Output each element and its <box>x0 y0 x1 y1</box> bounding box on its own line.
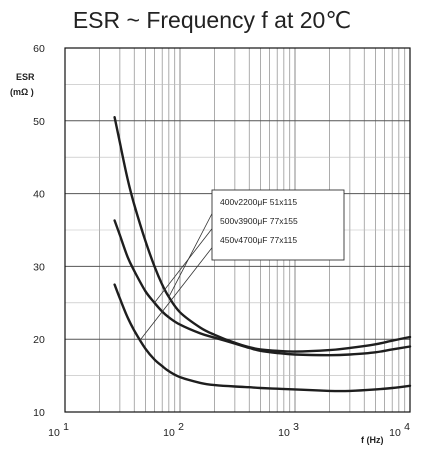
x-tick-label-1: 10 1 <box>48 421 69 439</box>
x-tick-base: 10 <box>389 427 401 439</box>
series-line-2 <box>113 219 412 357</box>
plot-frame <box>64 47 411 413</box>
legend-box <box>211 189 345 261</box>
x-axis-label: f (Hz) <box>361 435 384 445</box>
x-tick-label-4: 10 4 <box>389 421 410 439</box>
y-tick-label: 10 <box>33 407 45 419</box>
x-tick-base: 10 <box>48 427 60 439</box>
x-tick-exponent: 1 <box>63 421 69 433</box>
leader-line-2 <box>154 220 219 304</box>
leader-line-3 <box>139 239 219 341</box>
x-tick-exponent: 4 <box>404 421 410 433</box>
y-tick-label: 60 <box>33 43 45 55</box>
x-tick-base: 10 <box>163 427 175 439</box>
y-axis-label-line1: ESR <box>16 72 35 82</box>
series-line-3 <box>113 283 412 393</box>
chart-title: ESR ~ Frequency f at 20℃ <box>73 7 351 33</box>
y-tick-labels: 10 20 30 40 50 60 <box>33 43 45 419</box>
series-lines <box>113 116 412 393</box>
x-tick-exponent: 3 <box>293 421 299 433</box>
x-tick-label-3: 10 3 <box>278 421 299 439</box>
legend-entry-1: 400v2200μF 51x115 <box>220 197 297 207</box>
x-tick-exponent: 2 <box>178 421 184 433</box>
legend-leader-lines <box>139 201 219 341</box>
x-tick-labels: 10 1 10 2 10 3 10 4 <box>48 421 410 439</box>
y-tick-label: 50 <box>33 116 45 128</box>
legend-entry-3: 450v4700μF 77x115 <box>220 235 297 245</box>
y-tick-label: 40 <box>33 189 45 201</box>
series-line-1 <box>113 116 412 353</box>
y-tick-label: 30 <box>33 261 45 273</box>
y-axis-label-line2: (mΩ ) <box>10 87 34 97</box>
x-tick-label-2: 10 2 <box>163 421 184 439</box>
leader-line-1 <box>168 201 219 298</box>
legend-entry-2: 500v3900μF 77x155 <box>220 216 298 226</box>
y-tick-label: 20 <box>33 334 45 346</box>
legend: 400v2200μF 51x115 500v3900μF 77x155 450v47… <box>211 189 345 261</box>
x-tick-base: 10 <box>278 427 290 439</box>
